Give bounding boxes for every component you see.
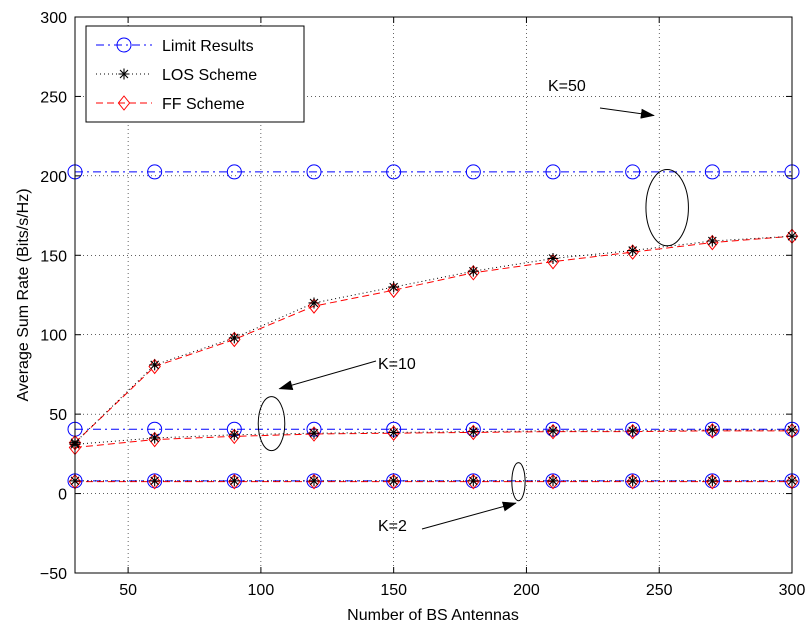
data-point bbox=[228, 475, 240, 487]
legend-marker bbox=[116, 37, 132, 53]
annotation-label: K=50 bbox=[548, 78, 586, 95]
data-point bbox=[704, 164, 720, 180]
data-point bbox=[467, 426, 479, 438]
data-point bbox=[465, 164, 481, 180]
data-point bbox=[149, 432, 161, 444]
data-point bbox=[467, 475, 479, 487]
data-point bbox=[308, 475, 320, 487]
annotation-ellipse bbox=[511, 462, 526, 502]
annotation-label: K=2 bbox=[378, 518, 407, 535]
data-point bbox=[467, 473, 480, 490]
data-point bbox=[228, 473, 241, 490]
series-line-ff-scheme-k10 bbox=[74, 430, 792, 449]
legend-entry-label: Limit Results bbox=[162, 38, 254, 55]
series-layer bbox=[67, 164, 800, 490]
annotation-ellipse bbox=[257, 396, 286, 452]
data-point bbox=[228, 428, 241, 445]
x-axis-label: Number of BS Antennas bbox=[347, 607, 519, 624]
data-point bbox=[307, 298, 321, 314]
y-axis-label: Average Sum Rate (Bits/s/Hz) bbox=[15, 188, 32, 401]
plot-frame bbox=[74, 16, 793, 574]
data-point bbox=[706, 234, 719, 251]
data-point bbox=[228, 331, 241, 348]
data-point bbox=[307, 473, 321, 490]
x-tick-label: 100 bbox=[248, 582, 275, 599]
x-tick-label: 200 bbox=[513, 582, 540, 599]
data-point bbox=[704, 421, 720, 437]
data-point bbox=[706, 473, 719, 490]
annotations: K=50 K=10 K=2 bbox=[257, 78, 689, 535]
series-line-ff-scheme-k50 bbox=[74, 235, 793, 444]
annotation-arrow bbox=[278, 360, 377, 390]
x-tick-label: 150 bbox=[380, 582, 407, 599]
data-point bbox=[228, 429, 240, 441]
data-point bbox=[545, 164, 561, 180]
data-point bbox=[387, 425, 400, 442]
data-point bbox=[706, 235, 718, 247]
data-point bbox=[467, 264, 480, 281]
x-tick-label: 50 bbox=[119, 582, 137, 599]
data-point bbox=[467, 265, 479, 277]
y-tick-label: 250 bbox=[40, 89, 67, 106]
y-tick-label: 200 bbox=[40, 169, 67, 186]
y-tick-label: 100 bbox=[40, 328, 67, 345]
annotation-ellipse bbox=[645, 169, 689, 247]
x-tick-label: 250 bbox=[646, 582, 673, 599]
data-point bbox=[148, 431, 161, 448]
data-point bbox=[547, 475, 559, 487]
data-point bbox=[546, 473, 560, 490]
data-point bbox=[546, 423, 560, 440]
annotation-arrow bbox=[599, 107, 655, 119]
data-point bbox=[308, 427, 320, 439]
series-line-los-scheme-k50 bbox=[74, 235, 793, 444]
ticks: 50 100 150 200 250 300 −50 0 50 100 150 200 250 300 bbox=[40, 10, 806, 599]
data-point bbox=[149, 475, 161, 487]
data-point bbox=[627, 475, 639, 487]
data-point bbox=[547, 425, 559, 437]
legend-entry-label: FF Scheme bbox=[162, 96, 245, 113]
data-point bbox=[148, 358, 161, 375]
data-point bbox=[228, 332, 240, 344]
data-point bbox=[388, 426, 400, 438]
y-tick-label: −50 bbox=[40, 566, 67, 583]
annotation-arrow bbox=[421, 501, 517, 530]
data-point bbox=[388, 281, 400, 293]
data-point bbox=[148, 473, 161, 490]
data-point bbox=[627, 425, 639, 437]
y-tick-label: 0 bbox=[58, 487, 67, 504]
data-point bbox=[706, 475, 718, 487]
data-point bbox=[387, 282, 400, 299]
data-point bbox=[625, 164, 641, 180]
data-point bbox=[626, 244, 639, 260]
data-point bbox=[308, 297, 320, 309]
data-point bbox=[307, 426, 321, 442]
data-point bbox=[627, 245, 639, 257]
data-point bbox=[626, 423, 639, 440]
data-point bbox=[547, 252, 559, 264]
x-tick-label: 300 bbox=[779, 582, 806, 599]
legend-marker bbox=[117, 95, 131, 111]
data-point bbox=[546, 253, 560, 270]
data-point bbox=[306, 164, 322, 180]
y-tick-label: 300 bbox=[40, 10, 67, 27]
y-tick-label: 150 bbox=[40, 248, 67, 265]
annotation-label: K=10 bbox=[378, 356, 416, 373]
legend: Limit Results LOS Scheme FF Scheme bbox=[85, 25, 305, 123]
data-point bbox=[147, 164, 163, 180]
data-point bbox=[226, 164, 242, 180]
data-point bbox=[387, 473, 400, 490]
data-point bbox=[388, 475, 400, 487]
data-point bbox=[149, 359, 161, 371]
data-point bbox=[386, 164, 402, 180]
data-point bbox=[706, 424, 718, 436]
y-tick-label: 50 bbox=[49, 407, 67, 424]
legend-marker bbox=[118, 68, 130, 80]
data-point bbox=[706, 423, 719, 439]
legend-entry-label: LOS Scheme bbox=[162, 67, 257, 84]
data-point bbox=[626, 473, 639, 490]
data-point bbox=[467, 424, 480, 441]
